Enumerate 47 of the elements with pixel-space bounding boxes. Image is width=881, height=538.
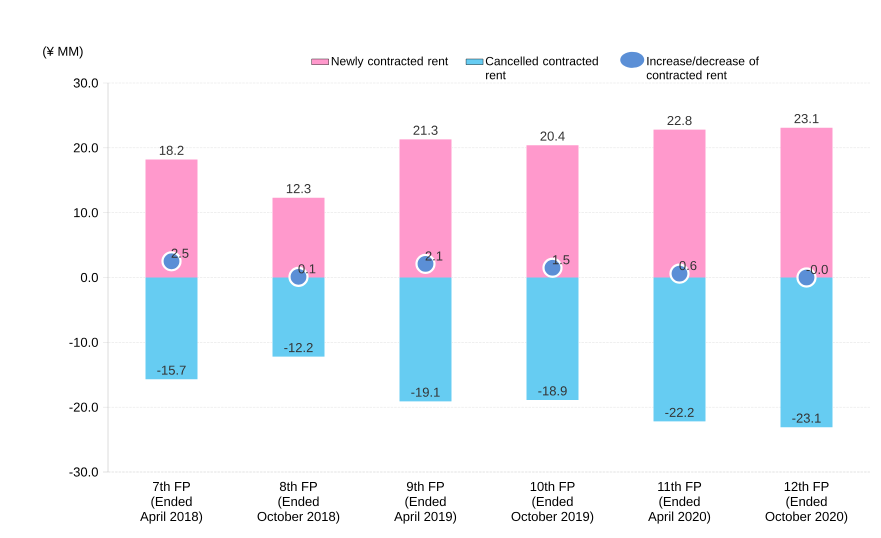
x-tick-label: 10th FP (Ended October 2019) bbox=[512, 482, 594, 524]
data-label: -15.7 bbox=[157, 366, 186, 375]
data-label: 0.1 bbox=[298, 264, 316, 274]
y-tick-label: 30.0 bbox=[74, 78, 98, 88]
bar bbox=[146, 160, 198, 278]
data-label: 0.6 bbox=[679, 260, 696, 270]
data-label: -12.2 bbox=[284, 342, 313, 352]
bar bbox=[146, 278, 198, 380]
data-label: 22.8 bbox=[668, 116, 692, 126]
y-tick-label: 10.0 bbox=[74, 208, 98, 218]
bar bbox=[780, 278, 833, 428]
y-tick-label: -20.0 bbox=[69, 402, 98, 412]
legend-label: Newly contracted rent bbox=[332, 56, 448, 68]
y-tick-label: 0.0 bbox=[80, 272, 98, 282]
data-label: -18.9 bbox=[538, 386, 567, 396]
data-label: -23.1 bbox=[792, 414, 821, 423]
data-label: 1.5 bbox=[552, 255, 570, 264]
y-tick-label: -30.0 bbox=[69, 467, 98, 477]
data-label: 2.5 bbox=[172, 248, 188, 258]
data-label: 21.3 bbox=[414, 126, 438, 135]
bar bbox=[654, 130, 706, 278]
data-label: 23.1 bbox=[794, 114, 819, 124]
x-tick-label: 7th FP (Ended April 2018) bbox=[140, 482, 202, 524]
x-tick-label: 12th FP (Ended October 2020) bbox=[766, 482, 848, 524]
legend-label: Increase/decrease of contracted rent bbox=[646, 56, 759, 80]
legend-label: Cancelled contracted rent bbox=[486, 56, 598, 80]
x-tick-label: 8th FP (Ended October 2018) bbox=[258, 482, 340, 524]
data-label: -19.1 bbox=[411, 388, 440, 397]
bar bbox=[272, 198, 324, 278]
bar bbox=[526, 278, 578, 400]
bar bbox=[526, 145, 578, 278]
data-label: -22.2 bbox=[665, 408, 694, 417]
bar bbox=[272, 278, 324, 357]
x-tick-label: 9th FP (Ended April 2019) bbox=[394, 482, 456, 524]
data-label: 12.3 bbox=[286, 184, 311, 194]
bar bbox=[654, 278, 706, 422]
data-label: 20.4 bbox=[540, 132, 565, 141]
data-label: 18.2 bbox=[160, 146, 184, 155]
bar bbox=[780, 128, 833, 278]
bar bbox=[400, 278, 452, 402]
bar bbox=[400, 139, 452, 278]
x-tick-label: 11th FP (Ended April 2020) bbox=[648, 482, 710, 524]
y-tick-label: 20.0 bbox=[74, 143, 98, 152]
data-label: 2.1 bbox=[426, 251, 442, 260]
y-tick-label: -10.0 bbox=[69, 338, 98, 347]
y-axis-title: (¥ MM) bbox=[43, 46, 83, 58]
data-label: -0.0 bbox=[806, 264, 828, 274]
